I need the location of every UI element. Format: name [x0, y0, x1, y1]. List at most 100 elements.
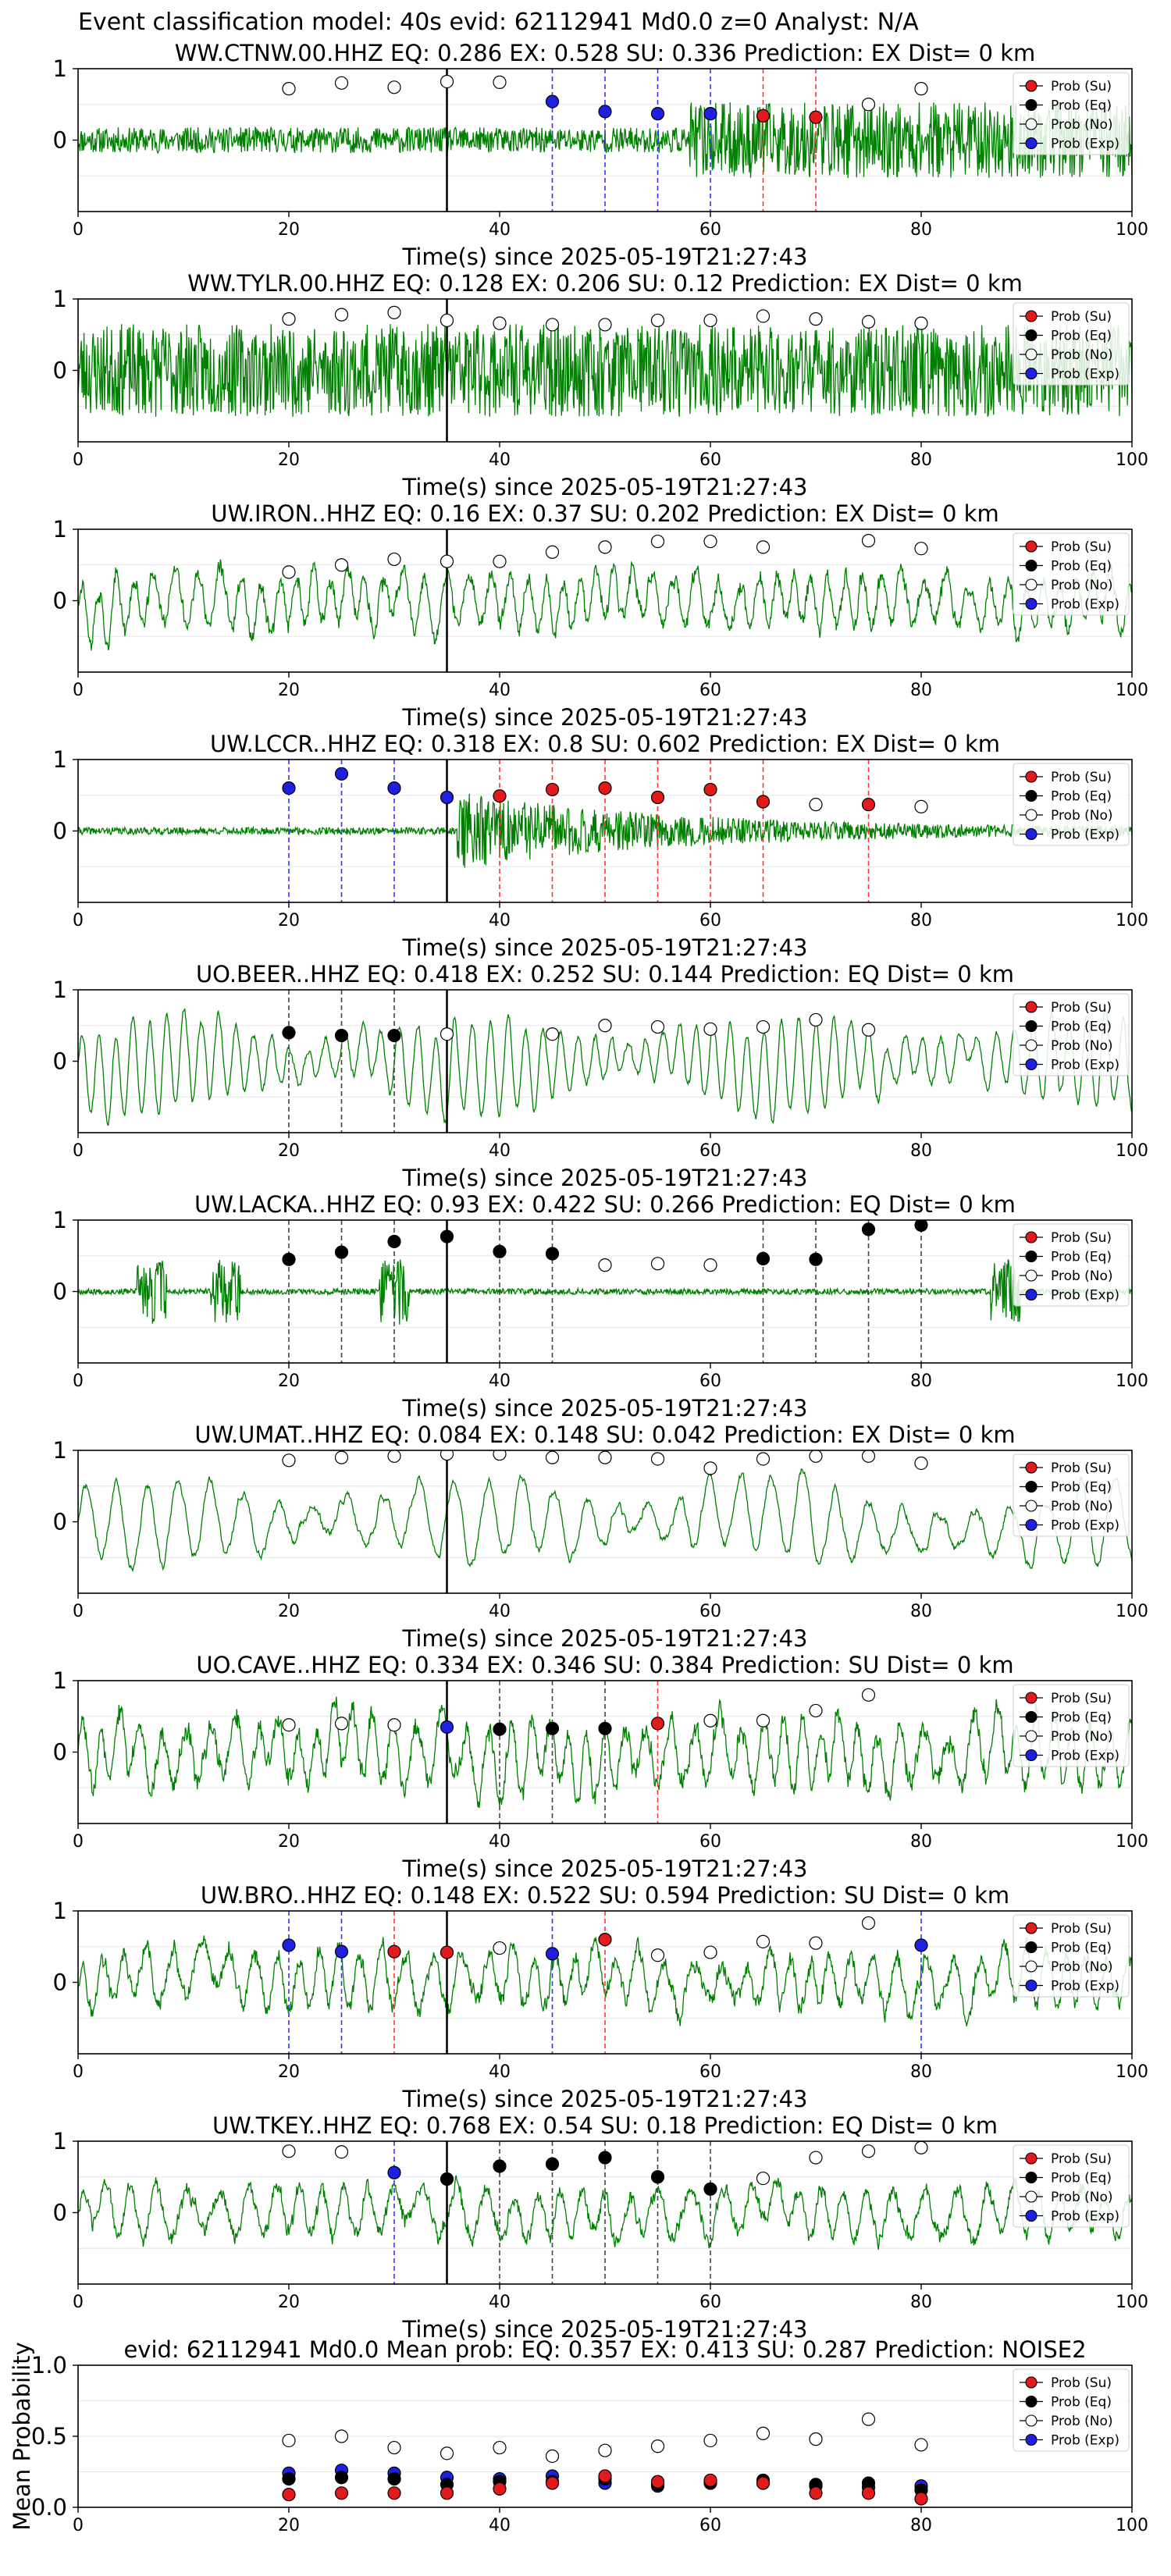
prob-marker-no	[334, 1450, 349, 1464]
x-tick-label: 40	[489, 220, 511, 240]
legend-box	[1013, 72, 1130, 155]
prob-marker-exp	[387, 2165, 401, 2179]
legend-label: Prob (Eq)	[1051, 2395, 1112, 2411]
x-tick-label: 80	[910, 911, 932, 930]
legend-label: Prob (Su)	[1051, 539, 1112, 555]
figure-suptitle: Event classification model: 40s evid: 62…	[78, 9, 919, 36]
legend-marker-su	[1025, 1231, 1038, 1244]
legend-box	[1013, 1914, 1130, 1998]
x-tick-label: 60	[699, 911, 721, 930]
mean-prob-marker-no	[545, 2449, 560, 2464]
y-tick-label: 1	[53, 1898, 67, 1924]
waveform-trace	[78, 1008, 1132, 1126]
mean-prob-marker-no	[703, 2433, 717, 2448]
prob-marker-exp	[387, 781, 401, 795]
y-tick-label: 0	[53, 1509, 67, 1535]
legend-label: Prob (No)	[1051, 347, 1113, 363]
mean-prob-marker-su	[703, 2473, 717, 2488]
prob-marker-no	[334, 2145, 349, 2159]
prob-marker-no	[282, 82, 296, 96]
legend-box	[1013, 532, 1130, 616]
x-tick-label: 60	[699, 220, 721, 240]
x-tick-label: 20	[278, 1602, 300, 1621]
legend-label: Prob (No)	[1051, 117, 1113, 133]
panel-title: WW.CTNW.00.HHZ EQ: 0.286 EX: 0.528 SU: 0…	[175, 40, 1036, 66]
prob-marker-no	[756, 2171, 771, 2186]
legend-label: Prob (No)	[1051, 808, 1113, 824]
legend-marker-no	[1025, 1269, 1038, 1282]
x-tick-label: 20	[278, 2516, 300, 2535]
prob-marker-eq	[387, 1234, 401, 1249]
prob-marker-eq	[440, 2172, 454, 2186]
legend-marker-eq	[1025, 1710, 1038, 1724]
prob-marker-exp	[282, 781, 296, 795]
prob-marker-no	[756, 1019, 771, 1034]
x-tick-label: 80	[910, 2293, 932, 2312]
x-tick-label: 100	[1116, 2062, 1148, 2082]
y-tick-label: 0	[53, 818, 67, 845]
legend-label: Prob (Su)	[1051, 770, 1112, 785]
prob-marker-no	[861, 98, 876, 112]
x-tick-label: 80	[910, 1602, 932, 1621]
panel-title: UW.UMAT..HHZ EQ: 0.084 EX: 0.148 SU: 0.0…	[194, 1421, 1015, 1448]
panel-title: UW.BRO..HHZ EQ: 0.148 EX: 0.522 SU: 0.59…	[201, 1882, 1009, 1909]
legend-marker-eq	[1025, 2395, 1038, 2408]
prob-marker-eq	[334, 1028, 349, 1043]
legend-label: Prob (No)	[1051, 1499, 1113, 1514]
mean-prob-marker-no	[334, 2429, 349, 2443]
prob-marker-exp	[545, 1947, 560, 1961]
prob-marker-exp	[440, 1720, 454, 1735]
mean-prob-marker-su	[650, 2475, 665, 2489]
legend-label: Prob (Su)	[1051, 79, 1112, 94]
x-tick-label: 60	[699, 2516, 721, 2535]
legend-marker-no	[1025, 1500, 1038, 1512]
legend-marker-no	[1025, 348, 1038, 361]
y-tick-label: 0	[53, 1048, 67, 1075]
prob-marker-no	[282, 1718, 296, 1732]
legend-marker-eq	[1025, 1019, 1038, 1033]
legend-marker-su	[1025, 310, 1038, 322]
x-tick-label: 20	[278, 681, 300, 700]
x-tick-label: 60	[699, 681, 721, 700]
prob-marker-no	[809, 312, 823, 326]
prob-marker-su	[756, 109, 771, 123]
prob-marker-no	[703, 1461, 717, 1475]
legend: Prob (Su) Prob (Eq) Prob (No) Prob (Exp)	[1013, 1914, 1130, 1998]
x-tick-label: 20	[278, 2062, 300, 2082]
prob-marker-no	[440, 74, 454, 89]
x-tick-label: 60	[699, 2293, 721, 2312]
chart-panel-9: UW.BRO..HHZ EQ: 0.148 EX: 0.522 SU: 0.59…	[53, 1882, 1148, 2112]
waveform-trace	[78, 1468, 1132, 1573]
legend-box	[1013, 302, 1130, 386]
mean-prob-marker-eq	[334, 2471, 349, 2485]
prob-marker-no	[440, 554, 454, 568]
prob-marker-no	[703, 1945, 717, 1959]
legend-label: Prob (Exp)	[1051, 137, 1119, 152]
panel-title: UW.LACKA..HHZ EQ: 0.93 EX: 0.422 SU: 0.2…	[194, 1191, 1016, 1218]
prob-marker-no	[914, 2141, 928, 2154]
plot-area	[78, 529, 1132, 672]
prob-marker-no	[598, 1450, 612, 1464]
mean-prob-marker-no	[650, 2439, 665, 2453]
prob-marker-eq	[493, 1244, 507, 1258]
legend-label: Prob (No)	[1051, 2414, 1113, 2429]
x-axis-label: Time(s) since 2025-05-19T21:27:43	[402, 704, 808, 731]
y-tick-label: 0	[53, 1279, 67, 1305]
legend-label: Prob (No)	[1051, 1729, 1113, 1745]
legend-box	[1013, 1223, 1130, 1307]
panel-title: UO.CAVE..HHZ EQ: 0.334 EX: 0.346 SU: 0.3…	[196, 1652, 1013, 1678]
prob-marker-no	[387, 305, 401, 319]
x-tick-label: 0	[73, 1832, 84, 1852]
prob-marker-no	[493, 316, 507, 330]
legend-label: Prob (Su)	[1051, 1691, 1112, 1706]
panel-title: WW.TYLR.00.HHZ EQ: 0.128 EX: 0.206 SU: 0…	[187, 270, 1023, 297]
prob-marker-no	[650, 1948, 665, 1962]
legend: Prob (Su) Prob (Eq) Prob (No) Prob (Exp)	[1013, 2368, 1130, 2452]
legend-label: Prob (Eq)	[1051, 329, 1112, 344]
x-tick-label: 0	[73, 2516, 84, 2535]
mean-prob-marker-su	[809, 2486, 823, 2500]
legend-marker-eq	[1025, 329, 1038, 342]
x-tick-label: 0	[73, 911, 84, 930]
mean-prob-marker-su	[914, 2492, 928, 2506]
legend-marker-su	[1025, 1001, 1038, 1013]
